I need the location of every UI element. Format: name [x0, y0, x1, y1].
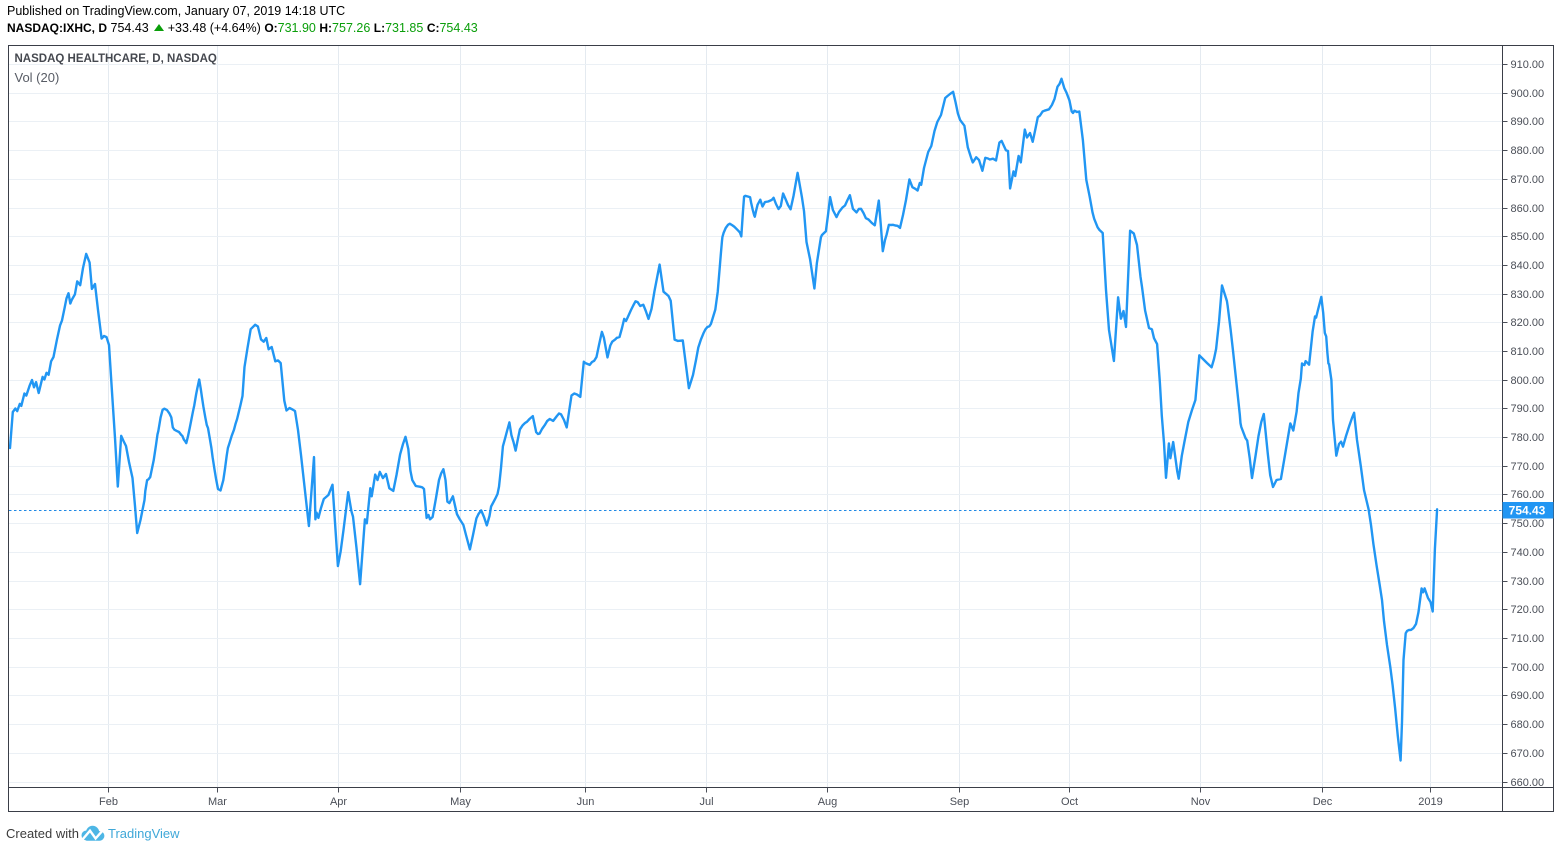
svg-text:740.00: 740.00: [1511, 547, 1545, 559]
svg-text:900.00: 900.00: [1511, 88, 1545, 100]
svg-text:Dec: Dec: [1313, 796, 1333, 808]
svg-text:Nov: Nov: [1191, 796, 1211, 808]
svg-text:860.00: 860.00: [1511, 203, 1545, 215]
svg-text:760.00: 760.00: [1511, 489, 1545, 501]
svg-text:780.00: 780.00: [1511, 432, 1545, 444]
svg-text:710.00: 710.00: [1511, 633, 1545, 645]
svg-text:754.43: 754.43: [1509, 504, 1546, 518]
svg-text:660.00: 660.00: [1511, 777, 1545, 789]
svg-text:700.00: 700.00: [1511, 662, 1545, 674]
svg-text:Sep: Sep: [950, 796, 970, 808]
svg-text:Jul: Jul: [699, 796, 713, 808]
svg-text:720.00: 720.00: [1511, 604, 1545, 616]
svg-text:820.00: 820.00: [1511, 317, 1545, 329]
svg-text:Aug: Aug: [818, 796, 838, 808]
svg-text:790.00: 790.00: [1511, 403, 1545, 415]
svg-text:670.00: 670.00: [1511, 748, 1545, 760]
svg-text:800.00: 800.00: [1511, 375, 1545, 387]
svg-text:850.00: 850.00: [1511, 231, 1545, 243]
svg-text:730.00: 730.00: [1511, 576, 1545, 588]
svg-text:May: May: [450, 796, 471, 808]
svg-text:Oct: Oct: [1061, 796, 1078, 808]
svg-text:680.00: 680.00: [1511, 719, 1545, 731]
svg-text:840.00: 840.00: [1511, 260, 1545, 272]
svg-text:Apr: Apr: [330, 796, 347, 808]
svg-text:810.00: 810.00: [1511, 346, 1545, 358]
svg-text:890.00: 890.00: [1511, 116, 1545, 128]
svg-text:750.00: 750.00: [1511, 518, 1545, 530]
svg-text:2019: 2019: [1418, 796, 1442, 808]
svg-text:Jun: Jun: [577, 796, 595, 808]
svg-text:880.00: 880.00: [1511, 145, 1545, 157]
svg-text:830.00: 830.00: [1511, 289, 1545, 301]
svg-text:Mar: Mar: [208, 796, 227, 808]
svg-text:770.00: 770.00: [1511, 461, 1545, 473]
svg-text:690.00: 690.00: [1511, 690, 1545, 702]
svg-text:910.00: 910.00: [1511, 59, 1545, 71]
svg-text:Feb: Feb: [99, 796, 118, 808]
svg-text:870.00: 870.00: [1511, 174, 1545, 186]
